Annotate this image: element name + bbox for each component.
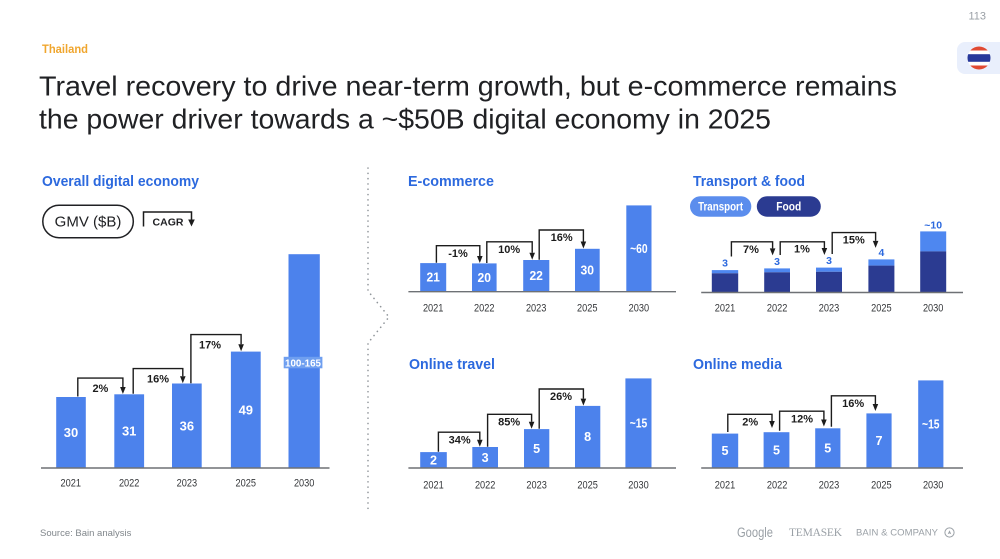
svg-text:2030: 2030 <box>629 303 650 315</box>
svg-text:2%: 2% <box>92 383 108 395</box>
svg-text:2023: 2023 <box>819 303 840 315</box>
svg-text:22: 22 <box>529 269 543 283</box>
svg-text:49: 49 <box>239 402 253 417</box>
svg-text:16%: 16% <box>147 373 169 385</box>
svg-text:34%: 34% <box>449 434 471 446</box>
svg-text:16%: 16% <box>842 398 864 410</box>
svg-text:36: 36 <box>180 418 194 433</box>
svg-text:2023: 2023 <box>526 303 547 315</box>
svg-text:5: 5 <box>722 444 729 458</box>
svg-text:2023: 2023 <box>526 479 547 491</box>
svg-text:2030: 2030 <box>923 303 944 315</box>
svg-text:2021: 2021 <box>715 303 736 315</box>
svg-text:Thailand: Thailand <box>42 44 88 56</box>
svg-text:Transport & food: Transport & food <box>693 173 805 190</box>
svg-text:Transport: Transport <box>698 202 743 214</box>
svg-text:4: 4 <box>878 247 884 259</box>
svg-text:2022: 2022 <box>119 478 140 490</box>
svg-text:85%: 85% <box>498 416 520 428</box>
svg-text:Overall digital economy: Overall digital economy <box>42 173 200 190</box>
svg-text:2021: 2021 <box>715 479 736 491</box>
svg-text:2030: 2030 <box>923 479 944 491</box>
svg-text:Online media: Online media <box>693 356 783 373</box>
svg-text:2025: 2025 <box>236 478 257 490</box>
svg-text:12%: 12% <box>791 413 813 425</box>
svg-text:26%: 26% <box>550 391 572 403</box>
svg-text:21: 21 <box>426 271 440 285</box>
svg-text:2025: 2025 <box>577 479 598 491</box>
svg-text:Google: Google <box>737 525 773 540</box>
svg-text:2030: 2030 <box>294 478 315 490</box>
svg-text:E-commerce: E-commerce <box>408 173 494 190</box>
svg-text:Source: Bain analysis: Source: Bain analysis <box>40 528 132 539</box>
svg-text:10%: 10% <box>498 244 520 256</box>
svg-text:113: 113 <box>968 11 986 23</box>
svg-text:15%: 15% <box>843 234 865 246</box>
svg-text:31: 31 <box>122 424 136 439</box>
svg-text:5: 5 <box>533 442 540 456</box>
svg-text:16%: 16% <box>551 232 573 244</box>
svg-text:Food: Food <box>776 202 801 214</box>
svg-text:3: 3 <box>774 256 780 268</box>
svg-text:TEMASEK: TEMASEK <box>789 527 843 539</box>
svg-text:5: 5 <box>773 444 780 458</box>
svg-text:7%: 7% <box>743 244 759 256</box>
svg-text:2021: 2021 <box>423 303 444 315</box>
svg-text:2: 2 <box>430 453 437 467</box>
svg-text:2022: 2022 <box>475 479 496 491</box>
svg-text:5: 5 <box>824 442 831 456</box>
svg-text:30: 30 <box>64 425 78 440</box>
svg-text:2021: 2021 <box>61 478 82 490</box>
svg-text:20: 20 <box>478 271 492 285</box>
svg-text:GMV ($B): GMV ($B) <box>55 214 122 231</box>
svg-text:30: 30 <box>581 264 595 278</box>
svg-text:~15: ~15 <box>922 418 940 432</box>
svg-text:2025: 2025 <box>871 303 892 315</box>
svg-text:2023: 2023 <box>177 478 198 490</box>
svg-text:3: 3 <box>722 258 728 270</box>
svg-text:BAIN & COMPANY: BAIN & COMPANY <box>856 528 939 539</box>
svg-text:17%: 17% <box>199 339 221 351</box>
svg-text:~60: ~60 <box>630 242 648 256</box>
svg-text:CAGR: CAGR <box>153 217 184 229</box>
svg-text:1%: 1% <box>794 243 810 255</box>
svg-text:the power driver towards a ~$5: the power driver towards a ~$50B digital… <box>39 104 771 135</box>
svg-text:-1%: -1% <box>448 248 468 260</box>
svg-text:~15: ~15 <box>630 416 648 430</box>
svg-text:2025: 2025 <box>577 303 598 315</box>
svg-text:3: 3 <box>826 255 832 267</box>
svg-text:100-165: 100-165 <box>285 357 321 369</box>
svg-text:~10: ~10 <box>924 219 942 231</box>
svg-text:2%: 2% <box>742 416 758 428</box>
svg-text:2023: 2023 <box>819 479 840 491</box>
svg-text:8: 8 <box>584 430 591 444</box>
svg-text:2021: 2021 <box>423 479 444 491</box>
svg-text:2030: 2030 <box>628 479 649 491</box>
svg-text:Online travel: Online travel <box>409 356 495 373</box>
svg-text:3: 3 <box>482 451 489 465</box>
svg-text:2025: 2025 <box>871 479 892 491</box>
svg-text:2022: 2022 <box>767 479 788 491</box>
svg-text:2022: 2022 <box>474 303 495 315</box>
svg-text:2022: 2022 <box>767 303 788 315</box>
svg-text:Travel recovery to drive near-: Travel recovery to drive near-term growt… <box>39 71 897 102</box>
svg-text:7: 7 <box>876 434 883 448</box>
